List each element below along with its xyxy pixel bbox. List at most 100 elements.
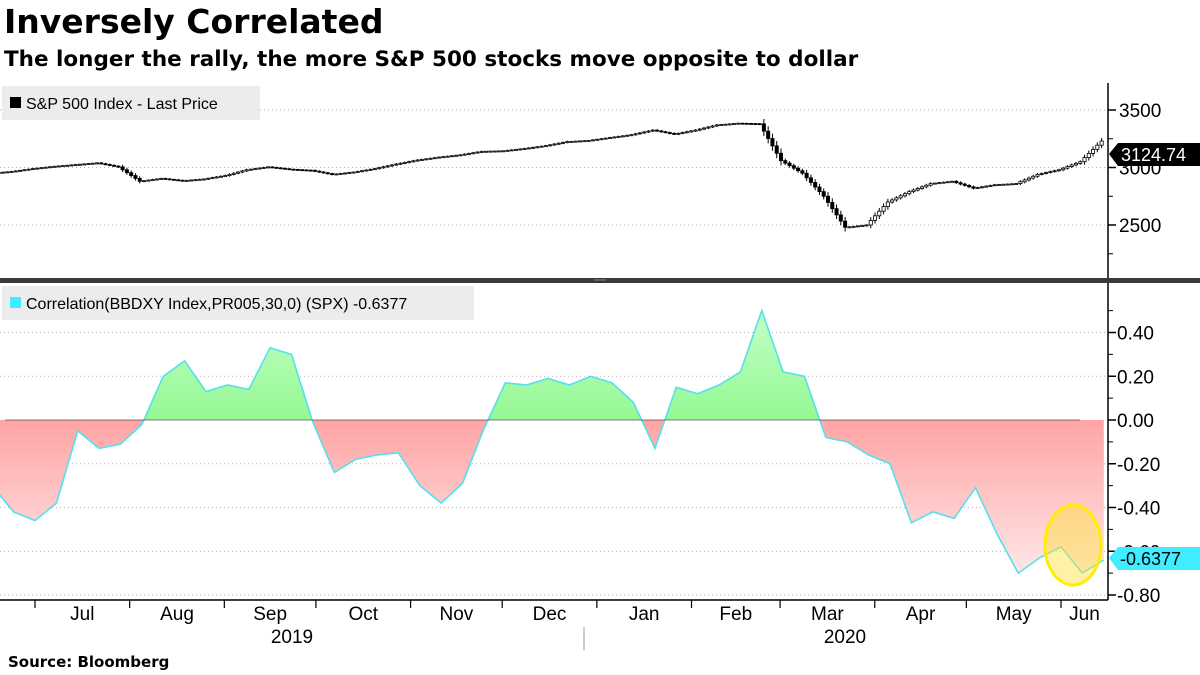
price-candle (941, 181, 946, 184)
price-candle (778, 148, 783, 166)
price-candle (171, 178, 176, 181)
price-candle (201, 178, 206, 181)
price-candle (723, 123, 728, 126)
price-legend-box (2, 86, 260, 120)
price-tick-label: 2500 (1119, 216, 1161, 237)
price-candle (642, 130, 647, 134)
price-candle (342, 172, 347, 175)
correlation-tick-label: 0.40 (1117, 324, 1154, 345)
price-candle (667, 131, 672, 135)
price-candle (766, 126, 771, 144)
source-note: Source: Bloomberg (8, 653, 170, 671)
price-candle (992, 183, 997, 187)
price-candle (543, 144, 548, 148)
price-candle (697, 128, 702, 132)
price-candle (796, 166, 801, 173)
price-candle (873, 212, 878, 224)
price-candle (595, 138, 600, 141)
price-candle (56, 165, 61, 168)
correlation-legend-box (2, 286, 474, 320)
price-candle (740, 122, 745, 125)
correlation-panel: 0.400.200.00-0.20-0.40-0.60-0.80 Correla… (0, 283, 1200, 607)
price-candle (253, 167, 258, 171)
price-candle (236, 170, 241, 175)
price-candle (424, 158, 429, 161)
chart-title: Inversely Correlated (4, 2, 384, 41)
price-candle (26, 168, 31, 171)
price-candle (539, 145, 544, 148)
price-candle (1069, 163, 1074, 169)
price-candle (295, 168, 300, 171)
correlation-tick-label: 0.20 (1117, 367, 1154, 388)
price-candle (646, 130, 651, 133)
price-candle (868, 217, 873, 229)
price-candle (860, 224, 865, 227)
price-candle (509, 149, 514, 152)
price-candle (757, 123, 762, 126)
price-candle (389, 163, 394, 167)
price-candle (616, 135, 621, 138)
price-candle (834, 204, 839, 220)
price-candle (535, 145, 540, 149)
price-candle (330, 172, 335, 176)
price-candle (731, 122, 736, 125)
price-candle (432, 156, 437, 160)
price-candle (526, 147, 531, 150)
price-candle (787, 161, 792, 168)
price-legend: S&P 500 Index - Last Price (2, 86, 260, 120)
price-candle (1095, 142, 1100, 153)
correlation-legend: Correlation(BBDXY Index,PR005,30,0) (SPX… (2, 286, 474, 320)
correlation-legend-swatch (10, 297, 21, 308)
price-candle (116, 165, 121, 168)
price-candle (920, 185, 925, 190)
price-candle (133, 173, 138, 181)
price-candle (193, 179, 198, 182)
price-candle (9, 170, 14, 173)
price-candle (650, 129, 655, 133)
price-candle (655, 129, 660, 132)
price-candle (304, 169, 309, 172)
price-candle (1031, 174, 1036, 180)
price-candle (22, 168, 27, 172)
price-candle (808, 174, 813, 186)
x-tick-label: Apr (906, 604, 936, 625)
negative-correlation-area (0, 420, 1104, 574)
price-candle (0, 171, 5, 174)
price-candle (804, 170, 809, 182)
price-legend-swatch (10, 97, 21, 108)
price-candle (488, 150, 493, 153)
price-candle (881, 203, 886, 215)
price-candle (124, 167, 129, 175)
price-candle (928, 182, 933, 187)
x-axis: Jul Aug Sep Oct Nov Dec Jan Feb Mar Apr May Jun 201… (0, 599, 1108, 650)
price-gridlines (0, 109, 1108, 226)
price-candle (449, 155, 454, 158)
price-candle (1009, 183, 1014, 186)
price-candle (360, 169, 365, 173)
price-candle (18, 169, 23, 172)
price-candle (407, 160, 412, 164)
price-candle (154, 178, 159, 181)
price-last-tag-shape (1109, 143, 1200, 166)
price-candle (227, 173, 232, 177)
price-candle (321, 171, 326, 174)
x-tick-label: May (996, 604, 1032, 625)
price-candle (753, 123, 758, 125)
price-candle (146, 179, 151, 182)
price-candle (278, 167, 283, 170)
price-candle (864, 224, 869, 227)
price-candle (548, 143, 553, 147)
price-candle (351, 171, 356, 174)
price-candle (702, 126, 707, 131)
correlation-legend-label: Correlation(BBDXY Index,PR005,30,0) (SPX… (26, 296, 407, 313)
correlation-tick-label: -0.40 (1117, 499, 1160, 520)
price-candle (197, 178, 202, 181)
price-candle (573, 140, 578, 143)
price-candle (142, 179, 147, 183)
price-candle (817, 183, 822, 195)
positive-correlation-area (0, 310, 1104, 420)
price-candle (569, 140, 574, 143)
price-candle (578, 140, 583, 143)
price-candle (313, 169, 318, 173)
